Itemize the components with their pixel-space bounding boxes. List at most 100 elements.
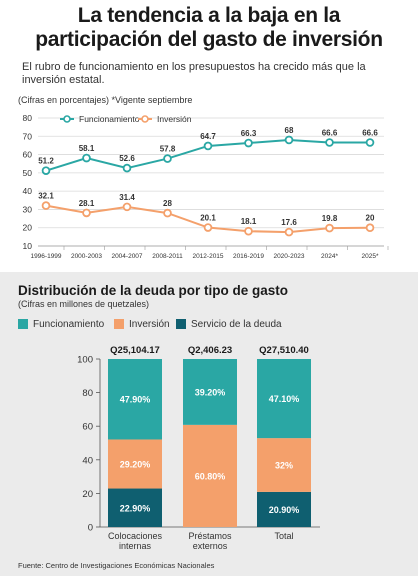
legend-label: Inversión [129, 318, 170, 330]
data-label: 32.1 [38, 192, 54, 201]
data-label: 18.1 [241, 217, 257, 226]
x-tick-label: Préstamos [188, 531, 232, 541]
data-label: 47.10% [269, 394, 300, 404]
legend-label: Funcionamiento [33, 318, 105, 330]
data-label: 29.20% [120, 460, 151, 470]
data-point [203, 223, 213, 232]
bar-total-label: Q27,510.40 [259, 345, 309, 356]
data-label: 28 [163, 199, 172, 208]
data-label: 52.6 [119, 154, 135, 163]
data-point [82, 153, 91, 163]
data-label: 19.8 [322, 214, 338, 223]
data-label: 66.3 [241, 129, 257, 138]
data-label: 47.90% [120, 395, 151, 405]
y-tick-label: 80 [82, 388, 93, 399]
data-label: 57.8 [160, 145, 176, 154]
source-note: Fuente: Centro de Investigaciones Económ… [18, 561, 215, 570]
legend-label: Inversión [157, 114, 192, 124]
data-label: 68 [285, 126, 294, 135]
data-point [325, 223, 334, 233]
x-tick-label: externos [193, 541, 228, 551]
x-tick-label: 1996-1999 [30, 253, 61, 260]
x-tick-label: 2004-2007 [111, 253, 142, 260]
y-tick-label: 60 [23, 150, 33, 160]
y-tick-label: 70 [23, 131, 33, 141]
data-point [122, 163, 132, 173]
bar-segment [257, 491, 311, 527]
x-tick-label: internas [119, 541, 152, 551]
y-tick-label: 50 [23, 168, 33, 178]
y-tick-label: 20 [82, 489, 93, 500]
data-label: 20 [366, 214, 375, 223]
data-label: 39.20% [195, 387, 226, 397]
legend-label: Funcionamiento [79, 114, 140, 124]
data-label: 20.90% [269, 505, 300, 515]
data-label: 28.1 [79, 199, 95, 208]
bar-segment [108, 439, 162, 489]
x-tick-label: Colocaciones [108, 531, 163, 541]
x-tick-label: 2012-2015 [192, 253, 223, 260]
data-point [325, 138, 334, 147]
y-tick-label: 0 [88, 523, 93, 534]
data-point [244, 138, 253, 148]
data-point [284, 135, 294, 145]
x-tick-label: 2016-2019 [233, 253, 264, 260]
data-point [82, 208, 91, 218]
data-label: 22.90% [120, 503, 151, 513]
legend-item-funcionamiento: Funcionamiento [18, 318, 104, 330]
x-tick-label: 2000-2003 [71, 253, 102, 260]
legend-item-inversion: Inversión [114, 318, 170, 330]
data-point [244, 226, 253, 236]
chart-title: La tendencia a la baja en la participaci… [0, 4, 418, 52]
bar-total-label: Q2,406.23 [188, 345, 232, 356]
x-tick-label: Total [274, 531, 293, 541]
data-label: 31.4 [119, 193, 135, 202]
data-point [163, 208, 172, 218]
legend-swatch [176, 319, 186, 329]
legend-label: Servicio de la deuda [191, 318, 282, 330]
bar-total-label: Q25,104.17 [110, 345, 160, 356]
bar-chart-units: (Cifras en millones de quetzales) [18, 299, 150, 309]
data-label: 20.1 [200, 214, 216, 223]
legend-marker [63, 115, 71, 123]
y-tick-label: 40 [23, 186, 33, 196]
data-point [41, 166, 51, 175]
legend-swatch [18, 319, 28, 329]
data-point [122, 202, 132, 212]
y-tick-label: 60 [82, 422, 93, 433]
y-tick-label: 40 [82, 455, 93, 466]
y-tick-label: 100 [77, 355, 93, 366]
bar-segment [257, 359, 311, 439]
data-label: 58.1 [79, 144, 95, 153]
legend-item-servicio-deuda: Servicio de la deuda [176, 318, 282, 330]
data-point [163, 154, 172, 163]
bar-chart-title: Distribución de la deuda por tipo de gas… [18, 283, 289, 298]
chart-title-line-2: participación del gasto de inversión [35, 28, 383, 51]
chart-title-line-1: La tendencia a la baja en la [77, 4, 341, 27]
legend-marker [141, 115, 149, 123]
data-label: 51.2 [38, 157, 54, 166]
legend-swatch [114, 319, 124, 329]
chart-subtitle: El rubro de funcionamiento en los presup… [22, 61, 366, 86]
data-point [365, 138, 375, 147]
bar-segment [183, 359, 237, 425]
x-tick-label: 2020-2023 [273, 253, 304, 260]
data-label: 17.6 [281, 218, 297, 227]
x-tick-label: 2008-2011 [152, 253, 183, 260]
data-point [203, 141, 213, 151]
data-point [365, 223, 375, 233]
units-note: (Cifras en porcentajes) *Vigente septiem… [18, 95, 193, 105]
data-point [284, 227, 294, 237]
data-label: 66.6 [362, 129, 378, 138]
y-tick-label: 80 [23, 113, 33, 123]
bar-segment [257, 438, 311, 492]
bar-segment [108, 488, 162, 527]
data-point [41, 201, 51, 210]
y-tick-label: 30 [23, 204, 33, 214]
stacked-bar-chart: 0 20 40 60 80 100 22.90% 29.20% 47.90% Q25,104.17… [77, 345, 320, 551]
bar-segment [183, 424, 237, 527]
data-label: 66.6 [322, 129, 338, 138]
y-tick-label: 10 [23, 241, 33, 251]
data-label: 60.80% [195, 471, 226, 481]
x-tick-label: 2024* [321, 253, 338, 260]
